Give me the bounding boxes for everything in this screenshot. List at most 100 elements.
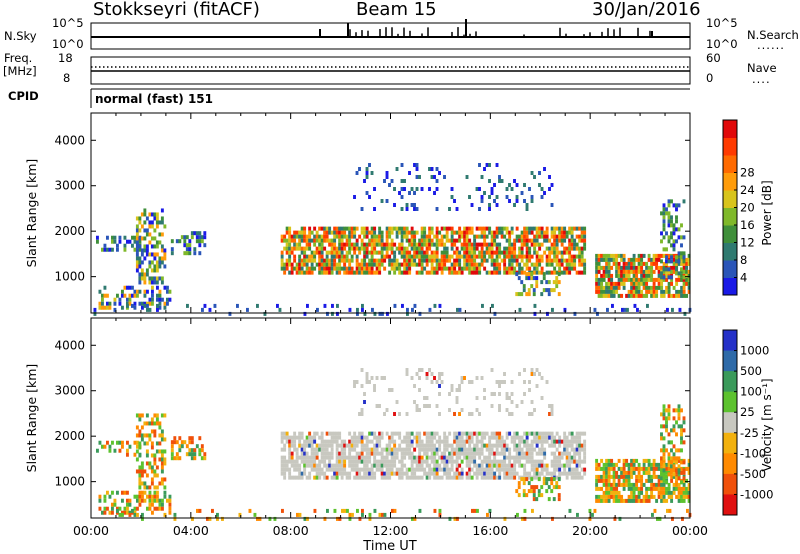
heatmap-cell [675, 259, 678, 264]
heatmap-cell [475, 266, 479, 271]
heatmap-cell [503, 254, 507, 259]
heatmap-cell [672, 243, 676, 248]
heatmap-cell [330, 439, 334, 444]
heatmap-cell [647, 269, 651, 274]
heatmap-cell [650, 261, 654, 266]
heatmap-cell [503, 246, 507, 251]
heatmap-cell [163, 224, 167, 229]
heatmap-cell [458, 270, 462, 275]
heatmap-cell [563, 246, 567, 251]
heatmap-cell [632, 265, 636, 270]
heatmap-cell [198, 231, 202, 236]
heatmap-cell [675, 207, 678, 212]
heatmap-cell [610, 289, 614, 294]
heatmap-cell [488, 207, 491, 211]
heatmap-cell [303, 238, 307, 243]
heatmap-cell [555, 246, 559, 251]
heatmap-cell [490, 254, 494, 259]
heatmap-cell [578, 451, 582, 456]
heatmap-cell [682, 277, 686, 282]
heatmap-cell [665, 259, 668, 264]
heatmap-cell [607, 285, 611, 290]
heatmap-cell [368, 250, 372, 255]
heatmap-cell [435, 467, 439, 472]
heatmap-cell [677, 404, 681, 409]
heatmap-cell [607, 281, 611, 286]
heatmap-cell [583, 439, 587, 444]
heatmap-cell [677, 235, 681, 240]
heatmap-cell [353, 435, 357, 440]
heatmap-cell [498, 459, 502, 464]
heatmap-cell [410, 234, 414, 239]
heatmap-cell [610, 474, 614, 479]
heatmap-cell [445, 459, 449, 464]
heatmap-cell [680, 486, 684, 491]
heatmap-cell [438, 467, 442, 472]
heatmap-cell [140, 465, 144, 470]
heatmap-cell [685, 490, 689, 495]
heatmap-cell [138, 256, 142, 261]
heatmap-cell [632, 253, 636, 258]
heatmap-cell [525, 272, 529, 277]
heatmap-cell [650, 466, 654, 471]
heatmap-cell [283, 234, 287, 239]
heatmap-cell [103, 243, 107, 248]
heatmap-cell [588, 508, 592, 513]
heatmap-cell [523, 443, 527, 448]
heatmap-cell [190, 235, 194, 240]
heatmap-cell [533, 467, 537, 472]
heatmap-cell [390, 179, 394, 183]
heatmap-cell [533, 246, 537, 251]
heatmap-cell [320, 439, 324, 444]
heatmap-cell [198, 508, 202, 513]
heatmap-cell [647, 474, 651, 479]
heatmap-cell [95, 239, 99, 244]
heatmap-cell [527, 481, 531, 486]
heatmap-cell [395, 451, 399, 456]
heatmap-cell [682, 460, 686, 465]
heatmap-cell [475, 396, 479, 400]
heatmap-cell [130, 235, 134, 240]
heatmap-cell [595, 285, 599, 290]
heatmap-cell [395, 400, 399, 404]
heatmap-cell [140, 268, 144, 273]
heatmap-cell [535, 258, 539, 263]
heatmap-cell [343, 234, 347, 239]
heatmap-cell [285, 431, 289, 436]
heatmap-cell [360, 412, 364, 416]
heatmap-cell [423, 254, 427, 259]
heatmap-cell [632, 466, 636, 471]
heatmap-cell [148, 498, 152, 503]
heatmap-cell [545, 489, 549, 494]
heatmap-cell [335, 435, 339, 440]
heatmap-cell [206, 516, 209, 521]
heatmap-cell [495, 254, 499, 259]
heatmap-cell [305, 459, 309, 464]
heatmap-cell [660, 448, 663, 453]
heatmap-cell [443, 463, 447, 468]
heatmap-cell [413, 258, 417, 263]
heatmap-cell [531, 508, 534, 513]
heatmap-cell [345, 266, 349, 271]
heatmap-cell [473, 455, 477, 460]
heatmap-cell [440, 372, 444, 376]
heatmap-cell [550, 431, 554, 436]
heatmap-cell [625, 265, 629, 270]
heatmap-cell [470, 439, 474, 444]
heatmap-cell [323, 226, 327, 231]
heatmap-cell [498, 254, 502, 259]
heatmap-cell [657, 490, 661, 495]
heatmap-cell [595, 261, 599, 266]
heatmap-cell [600, 253, 604, 258]
heatmap-cell [365, 242, 369, 247]
heatmap-cell [470, 412, 474, 416]
heatmap-cell [448, 431, 452, 436]
heatmap-cell [670, 219, 673, 224]
colorbar-swatch [723, 137, 737, 156]
heatmap-cell [373, 250, 377, 255]
heatmap-cell [652, 462, 656, 467]
heatmap-cell [475, 451, 479, 456]
heatmap-cell [328, 238, 332, 243]
heatmap-cell [405, 451, 409, 456]
heatmap-cell [398, 191, 401, 195]
